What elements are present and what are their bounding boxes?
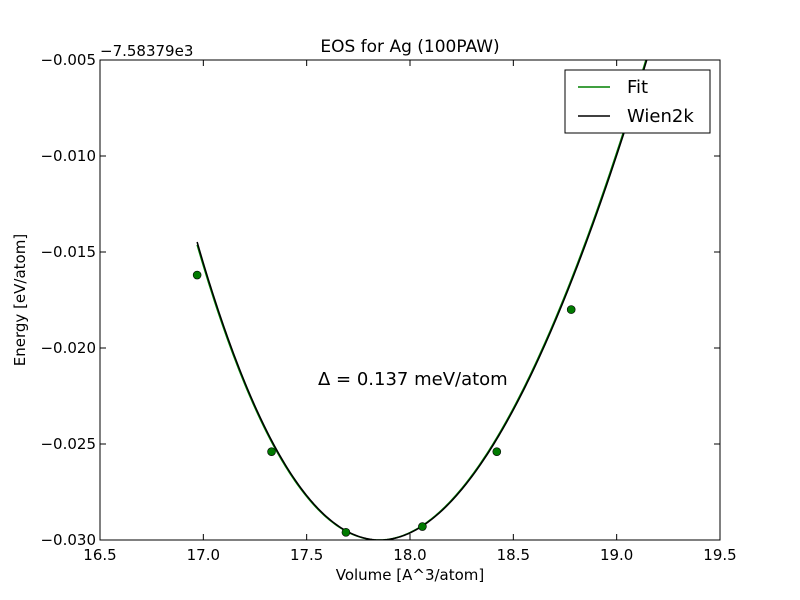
plot-frame xyxy=(99,59,721,541)
data-point xyxy=(418,522,427,531)
delta-annotation: Δ = 0.137 meV/atom xyxy=(318,369,508,390)
chart-title: EOS for Ag (100PAW) xyxy=(320,37,499,57)
x-tick-label: 18.5 xyxy=(497,546,530,564)
x-tick-label: 19.0 xyxy=(600,546,633,564)
y-offset-text: −7.58379e3 xyxy=(100,42,193,60)
y-tick-label: −0.030 xyxy=(40,531,96,549)
y-tick-label: −0.005 xyxy=(40,51,96,69)
legend-box xyxy=(564,69,711,134)
legend-fit-label: Fit xyxy=(627,77,648,98)
x-tick-label: 17.5 xyxy=(290,546,323,564)
tick-labels: 16.5 17.0 17.5 18.0 18.5 19.0 19.5 −0.030 −0.025… xyxy=(40,51,736,564)
legend: Fit Wien2k xyxy=(564,69,711,134)
data-series xyxy=(196,60,648,540)
data-point xyxy=(341,528,351,537)
y-axis-label: Energy [eV/atom] xyxy=(11,234,29,366)
y-tick-label: −0.015 xyxy=(40,243,96,261)
plot-area xyxy=(100,60,720,540)
data-point xyxy=(566,305,576,314)
wien2k-line xyxy=(196,60,648,540)
data-point xyxy=(192,270,202,280)
data-point xyxy=(267,447,276,456)
x-axis-label: Volume [A^3/atom] xyxy=(336,566,485,584)
legend-wien2k-label: Wien2k xyxy=(627,106,694,127)
x-tick-label: 16.5 xyxy=(83,546,116,564)
data-point xyxy=(492,447,502,456)
y-tick-label: −0.010 xyxy=(40,147,96,165)
y-tick-label: −0.020 xyxy=(40,339,96,357)
x-tick-label: 17.0 xyxy=(187,546,220,564)
x-tick-label: 19.5 xyxy=(703,546,736,564)
x-tick-label: 18.0 xyxy=(393,546,426,564)
data-points xyxy=(192,270,576,537)
y-tick-label: −0.025 xyxy=(40,435,96,453)
